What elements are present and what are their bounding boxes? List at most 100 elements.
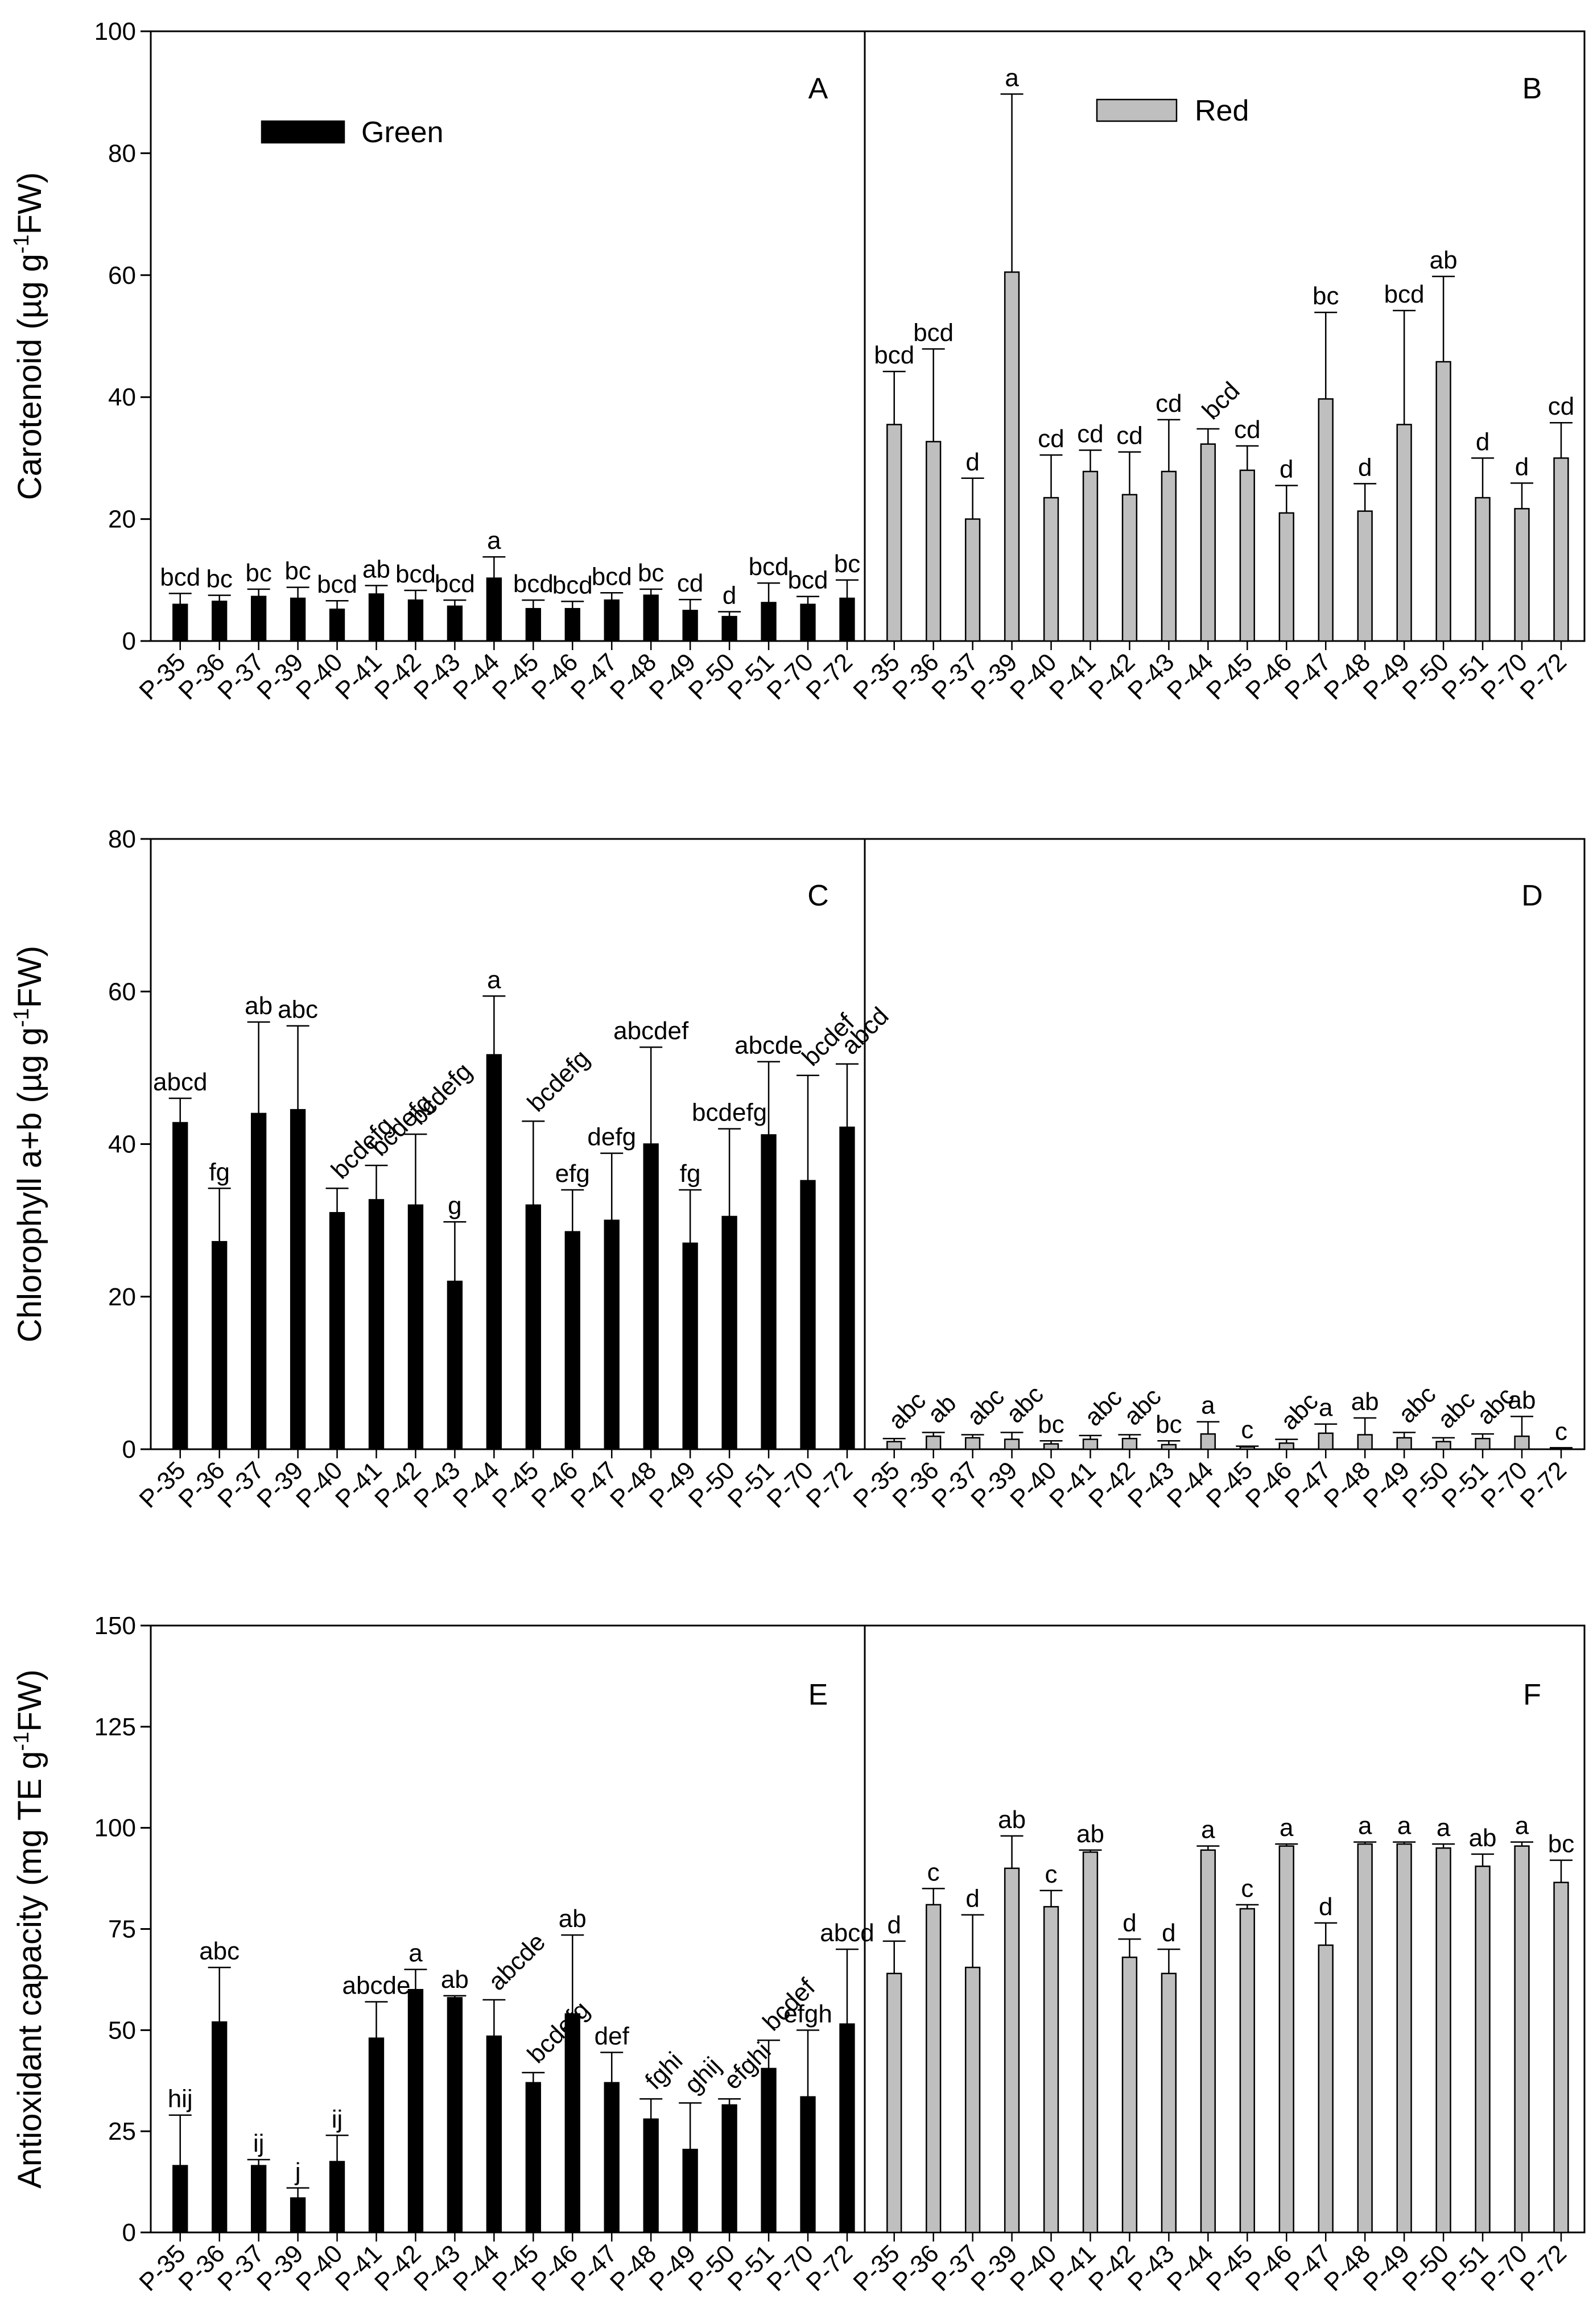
- legend-swatch-red: [1096, 98, 1178, 122]
- significance-letter: a: [1515, 1812, 1529, 1840]
- bar: [886, 1441, 902, 1450]
- bar: [1357, 510, 1373, 642]
- bar: [604, 599, 620, 642]
- bar: [761, 602, 777, 642]
- significance-letter: bc: [284, 557, 311, 585]
- y-tick-label: 100: [94, 18, 136, 46]
- bar: [1161, 1972, 1177, 2234]
- significance-letter: fghi: [640, 2047, 688, 2095]
- significance-letter: efg: [555, 1160, 590, 1188]
- bar: [290, 597, 306, 642]
- y-tick-label: 0: [122, 627, 136, 655]
- bar: [643, 1143, 659, 1450]
- bar: [1004, 1867, 1020, 2234]
- category-label: P-72: [1515, 1456, 1572, 1513]
- bar: [682, 610, 698, 642]
- significance-letter: a: [1437, 1814, 1451, 1842]
- significance-letter: a: [487, 527, 501, 555]
- significance-letter: fg: [209, 1158, 230, 1186]
- significance-letter: cd: [1548, 392, 1574, 420]
- significance-letter: ab: [441, 1966, 469, 1994]
- bar: [839, 2023, 855, 2234]
- significance-letter: a: [1358, 1812, 1372, 1840]
- significance-letter: c: [1045, 1860, 1058, 1888]
- bar: [800, 1180, 816, 1450]
- bar: [761, 2067, 777, 2234]
- y-tick-label: 100: [94, 1814, 136, 1842]
- significance-letter: bcd: [592, 563, 632, 590]
- significance-letter: d: [1476, 428, 1489, 456]
- bar: [1121, 1437, 1138, 1450]
- significance-letter: cd: [1077, 420, 1103, 448]
- y-axis-title: Antioxidant capacity (mg TE g-1FW): [10, 1669, 48, 2189]
- bar: [1514, 1845, 1530, 2234]
- y-tick-label: 150: [94, 1612, 136, 1640]
- bar: [643, 2118, 659, 2234]
- bar: [1435, 1441, 1451, 1450]
- chart-row-2: 0 25 50 75 100 125 150 Antioxidant capacity (mg…: [10, 1612, 1586, 2297]
- y-tick-label: 80: [108, 139, 136, 167]
- bar: [886, 1972, 902, 2234]
- significance-letter: cd: [1116, 422, 1142, 450]
- significance-letter: cd: [1038, 425, 1064, 453]
- significance-letter: d: [1358, 453, 1372, 481]
- panel-F: FP-35dP-36cP-37dP-39abP-40cP-41abP-42dP-…: [848, 1678, 1574, 2297]
- y-tick-label: 40: [108, 383, 136, 411]
- significance-letter: g: [448, 1192, 461, 1219]
- panel-letter-D: D: [1521, 879, 1543, 912]
- y-tick-label: 60: [108, 978, 136, 1006]
- y-tick-label: 60: [108, 262, 136, 290]
- significance-letter: d: [965, 1885, 979, 1913]
- significance-letter: d: [1162, 1919, 1175, 1947]
- legend-label-green: Green: [361, 116, 444, 149]
- significance-letter: bcdefg: [522, 1044, 595, 1117]
- bar: [1396, 424, 1412, 642]
- significance-letter: bc: [1548, 1830, 1574, 1858]
- bar: [1357, 1843, 1373, 2234]
- bar: [1278, 1442, 1294, 1450]
- y-tick-label: 0: [122, 2219, 136, 2247]
- bar: [172, 603, 188, 642]
- bar: [1043, 1906, 1059, 2234]
- bar: [1200, 1433, 1216, 1450]
- significance-letter: d: [1280, 456, 1293, 483]
- significance-letter: ab: [1430, 246, 1458, 274]
- significance-letter: efgh: [783, 2000, 832, 2028]
- bar: [1396, 1437, 1412, 1450]
- y-axis-title: Carotenoid (µg g-1FW): [10, 172, 48, 501]
- y-axis-title: Chlorophyll a+b (µg g-1FW): [10, 946, 48, 1342]
- significance-letter: abcde: [483, 1928, 551, 1996]
- bar: [1514, 1435, 1530, 1450]
- bar: [1161, 470, 1177, 642]
- significance-letter: bcd: [874, 341, 914, 369]
- significance-letter: bcd: [552, 571, 593, 599]
- bar: [800, 603, 816, 642]
- bar: [1278, 512, 1294, 642]
- significance-letter: ab: [1508, 1386, 1536, 1414]
- bar: [926, 1435, 942, 1450]
- category-label: P-72: [801, 1456, 858, 1513]
- significance-letter: ab: [922, 1389, 961, 1428]
- significance-letter: defg: [587, 1123, 636, 1151]
- bar: [1161, 1444, 1177, 1450]
- significance-letter: abcde: [734, 1032, 803, 1060]
- bar: [721, 2104, 737, 2234]
- significance-letter: c: [1241, 1875, 1253, 1903]
- significance-letter: cd: [1234, 416, 1260, 444]
- bar: [407, 599, 424, 642]
- bar: [964, 1437, 981, 1450]
- significance-letter: bcd: [317, 570, 357, 598]
- bar: [407, 1204, 424, 1450]
- significance-letter: d: [1515, 453, 1529, 481]
- significance-letter: abcdef: [613, 1017, 689, 1045]
- bar: [1514, 508, 1530, 642]
- significance-letter: bcd: [749, 553, 789, 581]
- significance-letter: a: [408, 1940, 423, 1967]
- y-tick-label: 50: [108, 2016, 136, 2044]
- bar: [486, 1054, 502, 1450]
- bar: [1121, 1957, 1138, 2234]
- bar: [329, 609, 345, 642]
- significance-letter: bcd: [788, 566, 828, 594]
- bar: [721, 1215, 737, 1450]
- category-label: P-72: [1515, 648, 1572, 705]
